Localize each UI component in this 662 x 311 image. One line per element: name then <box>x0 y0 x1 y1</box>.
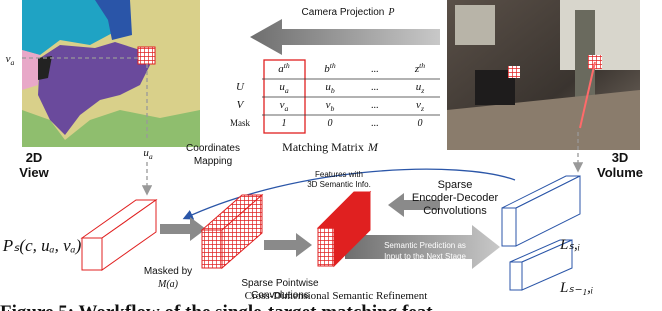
col-coordinate: ua <box>143 147 153 161</box>
math-sub: a <box>149 152 153 161</box>
table-cell: ... <box>371 82 379 93</box>
volume-front <box>502 208 516 246</box>
table-header: ath <box>278 61 290 75</box>
math-sup: th <box>284 61 290 70</box>
math-sub: b <box>331 104 335 113</box>
label: M(a) <box>157 279 179 290</box>
volume-front <box>510 262 522 290</box>
label: Semantic Prediction as <box>384 241 466 250</box>
row-label: Mask <box>230 118 250 128</box>
segmentation-image <box>22 0 200 147</box>
table-cell: uz <box>416 81 425 95</box>
table-cell: va <box>280 99 289 113</box>
label: Masked by <box>144 266 192 277</box>
label: Coordinates <box>186 143 240 154</box>
table-lines <box>262 79 440 115</box>
label: Sparse <box>438 179 473 191</box>
math-sub: a <box>11 58 15 67</box>
row-label: U <box>236 81 245 93</box>
projection-symbol: P <box>387 7 394 18</box>
figure-caption: Figure 5: Workflow of the single-target … <box>0 302 433 311</box>
label: Cross-Dimensional Semantic Refinement <box>245 290 428 302</box>
table-cell: vz <box>416 99 424 113</box>
label: Sparse Pointwise <box>241 278 319 289</box>
label: View <box>19 165 49 180</box>
volume-front <box>202 230 222 268</box>
label: 3D <box>612 150 629 165</box>
label: Encoder-Decoder <box>412 192 499 204</box>
label: Input to the Next Stage <box>384 252 466 261</box>
table-header: zth <box>414 61 425 75</box>
arrow <box>160 217 206 241</box>
table-header: ... <box>371 64 379 75</box>
caption-symbol: M <box>367 140 379 154</box>
figure: Camera ProjectionPathbth...zthUuaub...uz… <box>0 0 662 311</box>
label: 2D <box>26 150 43 165</box>
arrow <box>264 233 312 257</box>
volume-front <box>82 238 102 270</box>
math-sub: b <box>331 86 335 95</box>
math-sup: th <box>419 61 425 70</box>
table-cell: ... <box>371 118 379 129</box>
table-cell: 1 <box>282 118 287 129</box>
math-sup: th <box>330 61 336 70</box>
label: Pₛ(c, uₐ, vₐ) <box>2 236 82 255</box>
table-cell: 0 <box>328 118 333 129</box>
label: 3D Semantic Info. <box>307 180 371 189</box>
table-cell: ub <box>325 81 335 95</box>
math-sub: a <box>285 104 289 113</box>
table-cell: 0 <box>418 118 423 129</box>
volume-image <box>447 0 640 150</box>
math-sub: a <box>285 86 289 95</box>
math-sub: z <box>420 104 424 113</box>
table-cell: ... <box>371 100 379 111</box>
volume <box>502 176 580 246</box>
projection-text: Camera Projection <box>302 7 385 18</box>
row-coordinate: va <box>6 53 15 67</box>
label: Volume <box>597 165 643 180</box>
projection-arrow <box>250 19 440 55</box>
table-cell: vb <box>326 99 335 113</box>
label: Mapping <box>194 156 232 167</box>
label: Lₛ,ᵢ <box>559 237 580 253</box>
table-header: bth <box>324 61 336 75</box>
label: Lₛ₋₁,ᵢ <box>559 280 593 296</box>
caption-text: Matching Matrix <box>282 140 364 154</box>
label: Features with <box>315 170 363 179</box>
row-label: V <box>237 99 245 111</box>
math-sub: z <box>420 86 424 95</box>
label: Convolutions <box>423 205 487 217</box>
table-cell: ua <box>279 81 289 95</box>
volume <box>202 195 262 268</box>
volume-front <box>318 228 334 266</box>
volume <box>82 200 156 270</box>
